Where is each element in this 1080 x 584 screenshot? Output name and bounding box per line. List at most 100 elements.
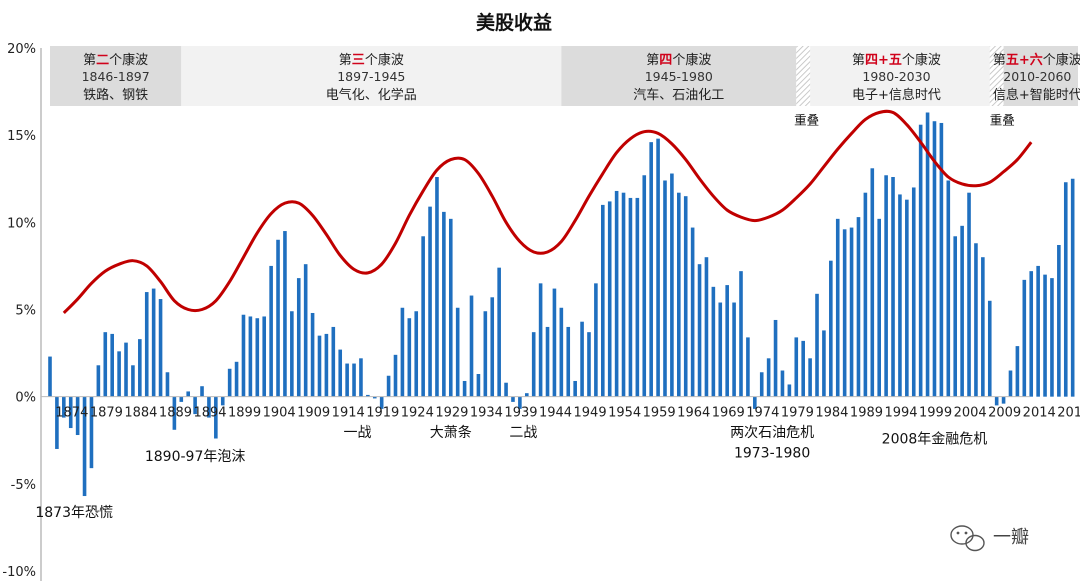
x-tick-label: 1984 [815,406,848,421]
x-tick-label: 1904 [263,406,296,421]
bar [151,288,156,397]
bar [649,142,653,397]
bar [172,396,177,430]
x-tick-label: 1929 [435,406,468,421]
bar [200,386,204,397]
x-tick-label: 1994 [884,406,917,421]
bar [158,299,163,397]
bar [469,295,474,397]
bar [753,396,757,409]
x-tick-label: 1934 [470,406,503,421]
band-years-0: 1846-1897 [82,69,150,84]
annotation-label: 一战 [343,425,371,441]
bar [718,302,723,397]
bar [877,218,881,397]
bar [808,358,812,397]
bar [359,358,363,397]
y-tick-label: -5% [11,478,36,493]
annotation-label: 2008年金融危机 [882,432,988,448]
bar [842,229,847,397]
x-tick-label: 1974 [746,406,779,421]
bar [711,286,716,397]
bar [635,197,640,397]
x-tick-label: 1954 [608,406,641,421]
bar [835,218,840,397]
band-years-3: 1980-2030 [862,69,930,84]
bar [925,112,930,397]
bar [75,396,80,436]
bar [103,332,108,397]
bar [234,361,239,397]
x-tick-label: 1909 [297,406,330,421]
bar [870,168,875,397]
x-tick-label: 1964 [677,406,710,421]
bar [372,396,377,399]
bar [1057,244,1061,397]
x-tick-label: 1959 [643,406,676,421]
bar [974,243,978,397]
bar [435,177,439,397]
bar [849,227,854,397]
x-tick-label: 1979 [781,406,814,421]
y-tick-label: 10% [7,216,36,231]
bar [594,283,598,397]
bar [967,192,971,397]
bar [759,372,764,397]
bar [48,356,52,397]
bar [607,201,612,397]
y-tick-label: 20% [7,42,36,57]
overlap-hatch-1 [989,46,1004,106]
band-name-3: 第四+五个康波 [852,52,941,68]
bar [68,396,73,429]
bar [352,363,356,397]
bar [1029,271,1034,397]
chart-title: 美股收益 [476,11,552,34]
bar [884,175,888,397]
bar [310,312,315,397]
bar [614,190,619,397]
bar [421,236,425,397]
bar [462,380,467,397]
bar [179,396,184,402]
bar [898,194,902,397]
bar [442,211,446,397]
bar [511,396,515,402]
bar [704,257,709,397]
bar [601,204,605,397]
bar [960,225,964,397]
bar [165,372,170,397]
bar [697,264,702,397]
bar [241,314,246,397]
bar [773,319,778,397]
annotation-label: 1873年恐慌 [35,505,113,521]
bar [407,318,412,397]
x-tick-label: 1969 [712,406,745,421]
band-name-1: 第三个康波 [339,52,404,68]
bar [987,300,992,397]
x-tick-label: 1899 [228,406,261,421]
bar [283,231,287,397]
band-theme-1: 电气化、化学品 [326,87,417,103]
bar [490,297,495,397]
bar [538,283,543,397]
band-theme-0: 铁路、钢铁 [83,87,148,103]
bar [566,326,571,397]
bar [559,307,564,397]
bar [227,368,232,397]
overlap-hatch-0 [796,46,811,106]
bar [794,337,799,397]
bar [262,316,267,397]
annotation-label: 重叠 [794,113,819,128]
bar [1036,265,1040,397]
bar [345,363,349,397]
x-tick-label: 1924 [401,406,434,421]
bar [393,354,398,397]
bar [214,396,218,439]
wave-trend-line [62,109,1033,315]
bar [518,396,522,409]
bar [1001,396,1006,404]
bar [524,393,529,397]
bar [255,318,260,397]
band-bg-3 [796,46,997,106]
wechat-icon [950,525,985,552]
